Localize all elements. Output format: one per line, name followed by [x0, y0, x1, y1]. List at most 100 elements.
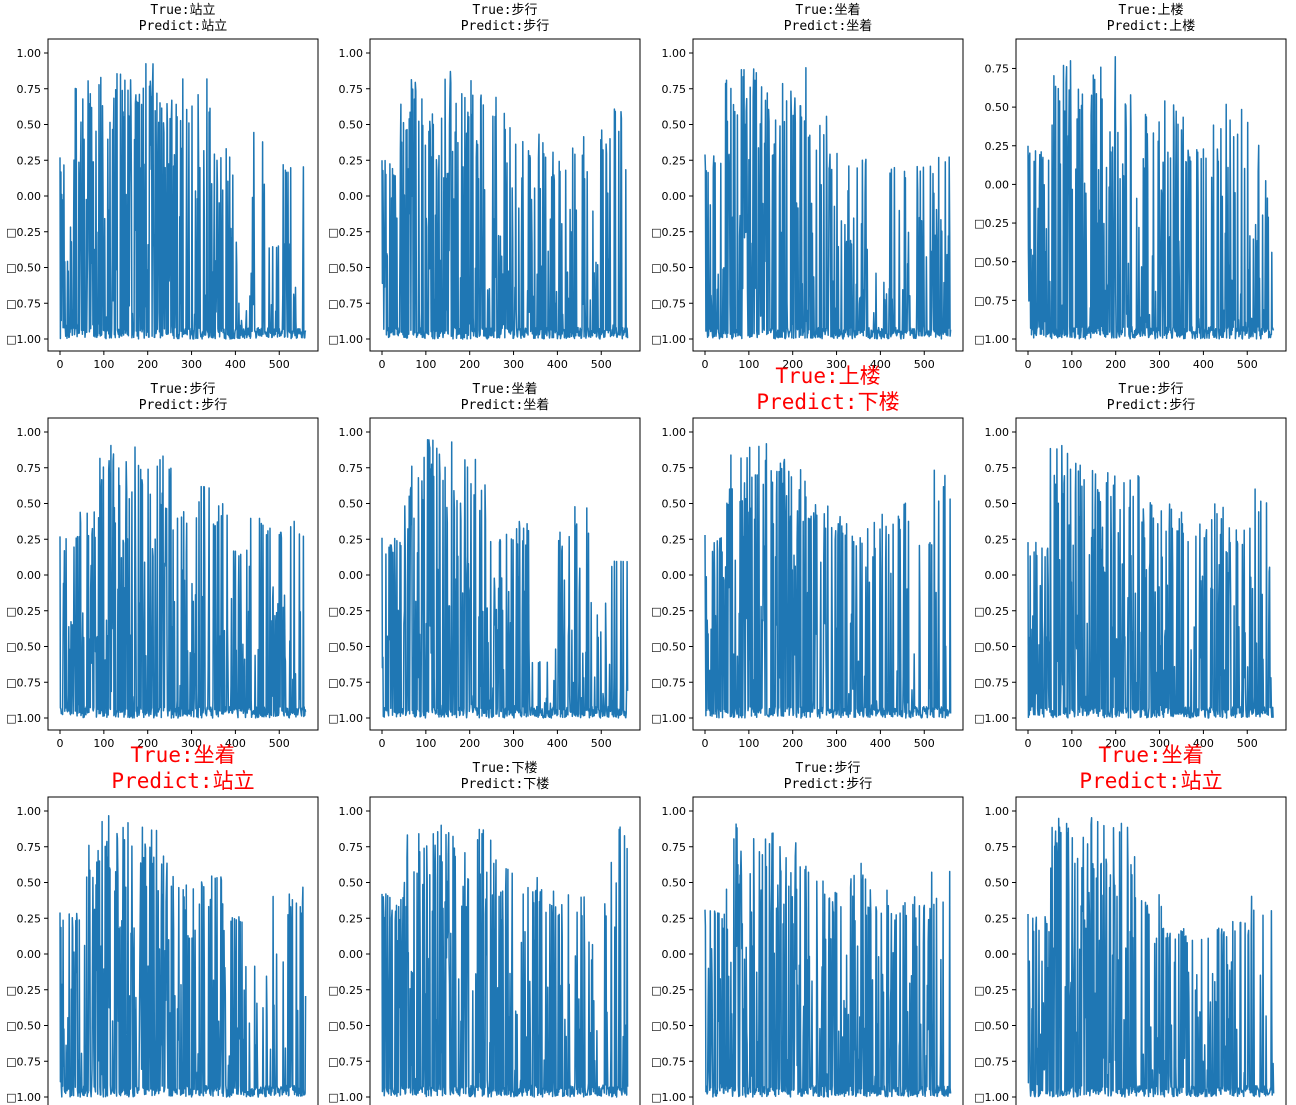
y-tick-label: 0.50	[985, 498, 1010, 511]
subplot-predict-label: Predict:步行	[1107, 398, 1196, 413]
y-tick-label: 0.00	[662, 569, 687, 582]
y-tick-label: □0.50	[651, 641, 686, 654]
y-tick-label: 1.00	[662, 805, 687, 818]
x-tick-label: 200	[782, 358, 803, 371]
y-tick-label: 0.75	[17, 83, 42, 96]
y-tick-label: □0.50	[651, 1020, 686, 1033]
y-tick-label: □1.00	[651, 712, 686, 725]
x-tick-label: 200	[1105, 737, 1126, 750]
x-tick-label: 300	[1149, 358, 1170, 371]
y-tick-label: □0.50	[328, 1020, 363, 1033]
y-tick-label: □1.00	[651, 1091, 686, 1104]
y-tick-label: 1.00	[339, 805, 364, 818]
y-tick-label: □1.00	[974, 712, 1009, 725]
x-tick-label: 300	[181, 358, 202, 371]
y-tick-label: □0.75	[651, 297, 686, 310]
y-tick-label: 0.00	[662, 948, 687, 961]
subplot-grid: True:站立Predict:站立□1.00□0.75□0.50□0.250.0…	[6, 2, 1287, 1105]
x-tick-label: 0	[57, 358, 64, 371]
y-tick-label: □0.75	[651, 676, 686, 689]
y-tick-label: 0.00	[985, 948, 1010, 961]
y-tick-label: 0.50	[339, 877, 364, 890]
axes-frame	[47, 796, 319, 1105]
y-tick-label: □0.25	[974, 217, 1009, 230]
signal-series-line	[1027, 56, 1275, 340]
y-tick-label: □0.25	[6, 605, 41, 618]
axes-frame	[369, 38, 641, 352]
y-tick-label: 1.00	[985, 805, 1010, 818]
x-tick-label: 100	[415, 737, 436, 750]
y-tick-label: □0.50	[328, 641, 363, 654]
subplot-true-label: True:步行	[150, 382, 215, 397]
x-tick-label: 100	[93, 737, 114, 750]
y-tick-label: 0.75	[339, 462, 364, 475]
subplot-predict-label: Predict:站立	[1079, 769, 1222, 793]
y-tick-label: □0.50	[6, 262, 41, 275]
subplot-predict-label: Predict:下楼	[756, 390, 899, 414]
y-tick-label: □0.50	[651, 262, 686, 275]
y-tick-label: □1.00	[328, 1091, 363, 1104]
x-tick-label: 200	[782, 737, 803, 750]
y-tick-label: 0.75	[662, 462, 687, 475]
y-tick-label: □0.25	[6, 226, 41, 239]
x-tick-label: 200	[1105, 358, 1126, 371]
y-tick-label: 0.75	[17, 841, 42, 854]
x-tick-label: 400	[225, 737, 246, 750]
x-tick-label: 0	[702, 358, 709, 371]
x-tick-label: 300	[181, 737, 202, 750]
y-tick-label: □0.50	[6, 1020, 41, 1033]
x-tick-label: 500	[591, 737, 612, 750]
y-tick-label: 1.00	[17, 805, 42, 818]
signal-series-line	[59, 444, 307, 719]
subplot-predict-label: Predict:站立	[139, 19, 228, 34]
x-tick-label: 100	[93, 358, 114, 371]
signal-series-line	[381, 70, 629, 340]
subplot-predict-label: Predict:上楼	[1107, 19, 1196, 34]
x-tick-label: 500	[269, 358, 290, 371]
x-tick-label: 300	[503, 358, 524, 371]
x-tick-label: 300	[1149, 737, 1170, 750]
x-tick-label: 0	[1025, 737, 1032, 750]
y-tick-label: 0.25	[662, 533, 687, 546]
y-tick-label: □1.00	[974, 333, 1009, 346]
x-tick-label: 0	[1025, 358, 1032, 371]
y-tick-label: 0.75	[17, 462, 42, 475]
y-tick-label: 0.75	[662, 83, 687, 96]
y-tick-label: □0.50	[974, 256, 1009, 269]
x-tick-label: 100	[1061, 737, 1082, 750]
y-tick-label: □0.75	[651, 1055, 686, 1068]
y-tick-label: 0.25	[339, 154, 364, 167]
x-tick-label: 300	[826, 737, 847, 750]
y-tick-label: □1.00	[651, 333, 686, 346]
x-tick-label: 400	[870, 358, 891, 371]
x-tick-label: 200	[137, 358, 158, 371]
y-tick-label: 0.50	[985, 877, 1010, 890]
y-tick-label: 0.50	[17, 877, 42, 890]
signal-series-line	[1027, 817, 1275, 1098]
y-tick-label: 0.75	[662, 841, 687, 854]
y-tick-label: □0.75	[6, 676, 41, 689]
signal-series-line	[704, 443, 952, 719]
subplot-true-label: True:步行	[472, 3, 537, 18]
y-tick-label: □0.75	[328, 1055, 363, 1068]
subplot-true-label: True:步行	[795, 761, 860, 776]
subplot-predict-label: Predict:步行	[461, 19, 550, 34]
y-tick-label: 0.50	[662, 877, 687, 890]
x-tick-label: 400	[547, 737, 568, 750]
y-tick-label: 0.50	[17, 498, 42, 511]
x-tick-label: 100	[738, 358, 759, 371]
subplot-true-label: True:站立	[150, 3, 215, 18]
y-tick-label: 0.00	[339, 190, 364, 203]
axes-frame	[369, 796, 641, 1105]
signal-series-line	[381, 439, 629, 719]
y-tick-label: 1.00	[985, 426, 1010, 439]
y-tick-label: □0.25	[328, 226, 363, 239]
x-tick-label: 100	[738, 737, 759, 750]
x-tick-label: 100	[415, 358, 436, 371]
y-tick-label: 0.25	[339, 533, 364, 546]
y-tick-label: 1.00	[662, 426, 687, 439]
